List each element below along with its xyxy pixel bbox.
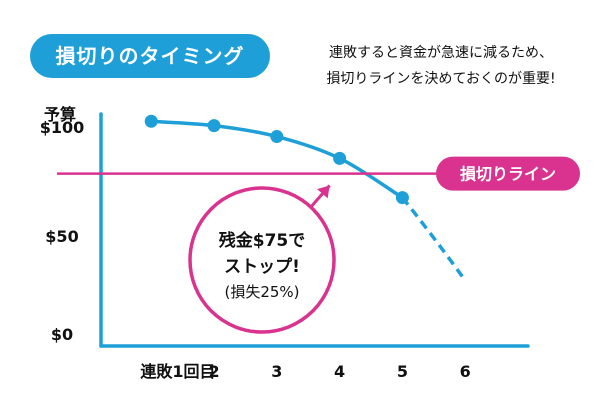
stop-line-label-badge — [436, 156, 580, 191]
data-point — [270, 130, 284, 144]
x-tick-label: 3 — [271, 362, 282, 381]
callout-circle — [188, 186, 336, 334]
y-tick-label: $50 — [45, 227, 78, 246]
x-tick-label: 2 — [208, 362, 219, 381]
note-line-2: 損切りラインを決めておくのが重要! — [326, 71, 556, 87]
x-tick-label: 連敗1回目 — [140, 362, 215, 381]
callout-line-2: ストップ! — [224, 256, 300, 277]
callout-line-1: 残金$75で — [219, 230, 306, 251]
callout-line-3: (損失25%) — [224, 283, 299, 301]
data-point — [207, 119, 221, 133]
data-point — [395, 191, 409, 205]
stop-loss-line-group: 損切りライン — [57, 156, 580, 191]
x-tick-label: 6 — [460, 362, 471, 381]
stop-line-label: 損切りライン — [460, 165, 556, 184]
chart-axes — [99, 112, 530, 348]
callout-arrow-head — [317, 185, 330, 199]
x-tick-label: 5 — [397, 362, 408, 381]
explanation-note: 連敗すると資金が急速に減るため、 損切りラインを決めておくのが重要! — [296, 40, 586, 92]
data-point — [333, 151, 347, 165]
y-axis-title: 予算 — [44, 105, 76, 124]
projected-curve-dashed — [401, 196, 467, 282]
budget-series — [144, 114, 467, 282]
y-tick-label: $100 — [40, 118, 85, 137]
y-tick-label: $0 — [51, 325, 73, 344]
x-tick-label: 4 — [334, 362, 345, 381]
data-point — [144, 114, 158, 128]
chart-title-badge: 損切りのタイミング — [30, 34, 270, 78]
note-line-1: 連敗すると資金が急速に減るため、 — [329, 45, 553, 61]
chart-title: 損切りのタイミング — [55, 44, 245, 68]
